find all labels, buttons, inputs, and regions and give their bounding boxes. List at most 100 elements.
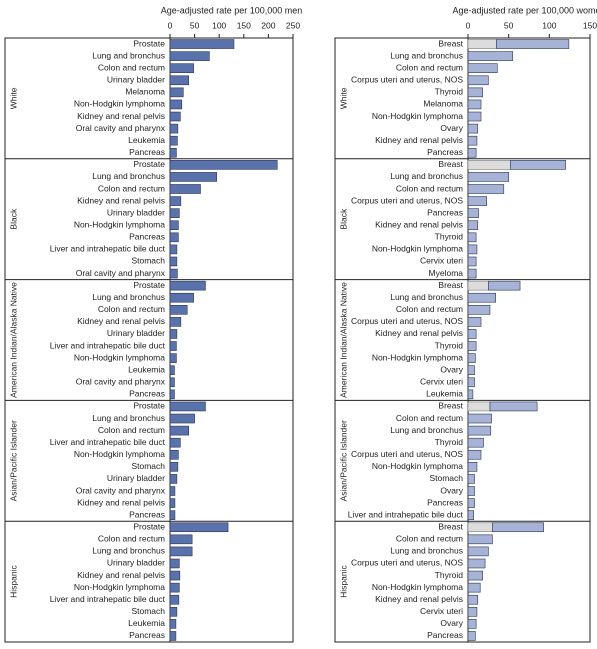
category-label: Lung and bronchus (390, 171, 463, 181)
category-label: Kidney and renal pelvis (375, 328, 463, 338)
group-label: American Indian/Alaska Native (8, 282, 18, 398)
category-label: Leukemia (128, 364, 165, 374)
category-label: Kidney and renal pelvis (77, 570, 165, 580)
bar (169, 365, 175, 376)
bar (467, 582, 481, 593)
bar (169, 317, 182, 327)
category-label: Myeloma (429, 268, 464, 278)
bar (467, 268, 477, 279)
category-label: Corpus uteri and uterus, NOS (351, 449, 463, 459)
bar (169, 389, 175, 400)
category-label: Stomach (131, 606, 165, 616)
category-label: Leukemia (128, 618, 165, 628)
category-label: Liver and intrahepatic bile duct (50, 594, 166, 604)
bar (169, 546, 193, 557)
bar (467, 256, 477, 267)
bar (467, 317, 482, 327)
axis-title: Age-adjusted rate per 100,000 men (161, 5, 303, 15)
category-label: Lung and bronchus (92, 50, 165, 60)
category-label: Breast (438, 159, 463, 169)
x-tick-label: 250 (286, 20, 300, 30)
category-label: Prostate (133, 401, 165, 411)
bar (169, 147, 177, 158)
category-label: Pancreas (129, 509, 165, 519)
x-tick-label: 50 (504, 20, 514, 30)
category-label: Colon and rectum (396, 534, 463, 544)
category-label: Lung and bronchus (92, 546, 165, 556)
bar (467, 486, 475, 496)
bar-segment (467, 522, 493, 533)
category-label: Kidney and renal pelvis (77, 497, 165, 507)
bar (467, 558, 486, 569)
category-label: Non-Hodgkin lymphoma (74, 449, 165, 459)
bar (169, 522, 229, 533)
bar (169, 413, 195, 424)
bar (169, 184, 201, 194)
bar (169, 462, 179, 472)
bar (467, 220, 479, 231)
bar (169, 474, 178, 484)
category-label: Pancreas (427, 497, 463, 507)
group-label: Black (8, 208, 18, 230)
category-label: Lung and bronchus (390, 546, 463, 556)
category-label: Kidney and renal pelvis (77, 195, 165, 205)
category-label: Lung and bronchus (92, 292, 165, 302)
category-label: Pancreas (129, 147, 165, 157)
category-label: Colon and rectum (396, 304, 463, 314)
axis-title: Age-adjusted rate per 100,000 women (452, 5, 597, 15)
x-tick-label: 0 (466, 20, 471, 30)
bar (169, 425, 189, 436)
bar (467, 135, 478, 146)
bar (169, 558, 180, 569)
category-label: Corpus uteri and uterus, NOS (351, 195, 463, 205)
category-label: Urinary bladder (107, 207, 165, 217)
category-label: Urinary bladder (107, 558, 165, 568)
category-label: Ovary (440, 618, 463, 628)
bar (467, 341, 477, 351)
category-label: Kidney and renal pelvis (375, 594, 463, 604)
category-label: Lung and bronchus (92, 413, 165, 423)
bar (467, 534, 493, 545)
bar (467, 75, 489, 86)
category-label: Cervix uteri (420, 377, 463, 387)
category-label: Colon and rectum (98, 425, 165, 435)
bar (467, 87, 483, 98)
category-label: Thyroid (435, 340, 464, 350)
frame (334, 37, 591, 643)
category-label: Stomach (131, 461, 165, 471)
bar (169, 160, 278, 170)
bar (467, 208, 479, 218)
bar (467, 594, 479, 605)
bar (467, 244, 478, 255)
bar (467, 196, 488, 206)
frame (4, 37, 294, 643)
bar (467, 377, 475, 388)
group-label: Asian/Pacific Islander (338, 420, 348, 501)
category-label: Oral cavity and pharynx (76, 268, 166, 278)
bar (467, 51, 514, 61)
bar (169, 87, 184, 98)
bar (467, 232, 477, 243)
bar (169, 341, 177, 351)
bar (467, 546, 489, 557)
category-label: Oral cavity and pharynx (76, 377, 166, 387)
group-label: White (338, 87, 348, 109)
category-label: Corpus uteri and uterus, NOS (351, 558, 463, 568)
bar (169, 51, 210, 61)
category-label: Urinary bladder (107, 328, 165, 338)
category-label: Cervix uteri (420, 256, 463, 266)
category-label: Non-Hodgkin lymphoma (372, 582, 463, 592)
category-label: Colon and rectum (98, 534, 165, 544)
bar (467, 99, 482, 110)
category-label: Ovary (440, 364, 463, 374)
bar (169, 111, 181, 122)
category-label: Non-Hodgkin lymphoma (372, 461, 463, 471)
x-tick-label: 50 (190, 20, 200, 30)
bar (169, 63, 194, 74)
bar (169, 329, 178, 339)
bar (467, 619, 477, 629)
bar (169, 220, 179, 231)
bar (509, 160, 566, 170)
bar (169, 244, 178, 255)
category-label: Breast (438, 280, 463, 290)
